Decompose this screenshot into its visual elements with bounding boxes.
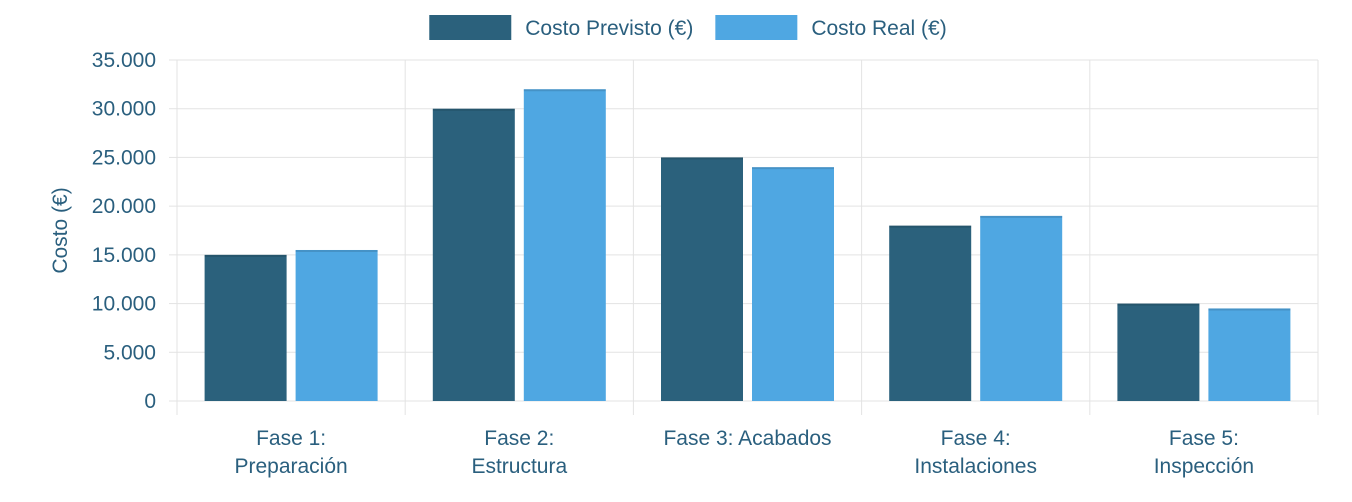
bar-costo-previsto[interactable] (661, 157, 743, 401)
bar-costo-previsto[interactable] (889, 225, 972, 401)
x-category-label: Inspección (1154, 455, 1254, 478)
y-axis: 0 5.000 10.000 15.000 20.000 25.000 30.000 35.0… (49, 49, 177, 413)
x-category-label: Fase 1: (256, 427, 326, 450)
bar-costo-real[interactable] (1208, 308, 1291, 401)
y-axis-title: Costo (€) (49, 187, 72, 273)
x-category-label: Fase 5: (1169, 427, 1239, 450)
bar-costo-real[interactable] (523, 89, 606, 401)
x-category-label: Instalaciones (914, 455, 1037, 478)
x-category-label: Fase 3: Acabados (663, 427, 831, 450)
y-tick-label: 10.000 (92, 293, 156, 316)
legend-swatch-costo-real[interactable] (715, 15, 798, 40)
bar-costo-real[interactable] (295, 249, 378, 401)
x-category-label: Fase 4: (941, 427, 1011, 450)
x-category-label: Fase 2: (484, 427, 554, 450)
y-tick-label: 5.000 (103, 341, 156, 364)
y-tick-label: 15.000 (92, 244, 156, 267)
bar-costo-real[interactable] (980, 215, 1063, 401)
y-tick-label: 30.000 (92, 98, 156, 121)
bars (204, 89, 1291, 401)
y-tick-label: 20.000 (92, 195, 156, 218)
bar-costo-previsto[interactable] (1117, 303, 1200, 401)
y-tick-label: 0 (144, 390, 156, 413)
legend-label-costo-previsto[interactable]: Costo Previsto (€) (525, 17, 693, 40)
x-category-label: Preparación (234, 455, 347, 478)
bar-costo-previsto[interactable] (432, 108, 515, 401)
y-tick-label: 25.000 (92, 146, 156, 169)
y-tick-label: 35.000 (92, 49, 156, 72)
bar-costo-previsto[interactable] (204, 254, 287, 401)
x-category-label: Estructura (471, 455, 567, 478)
legend-label-costo-real[interactable]: Costo Real (€) (811, 17, 946, 40)
legend: Costo Previsto (€) Costo Real (€) (429, 15, 947, 40)
bar-costo-real[interactable] (752, 167, 834, 401)
x-axis: Fase 1: Preparación Fase 2: Estructura Fase … (177, 400, 1318, 478)
legend-swatch-costo-previsto[interactable] (429, 15, 512, 40)
